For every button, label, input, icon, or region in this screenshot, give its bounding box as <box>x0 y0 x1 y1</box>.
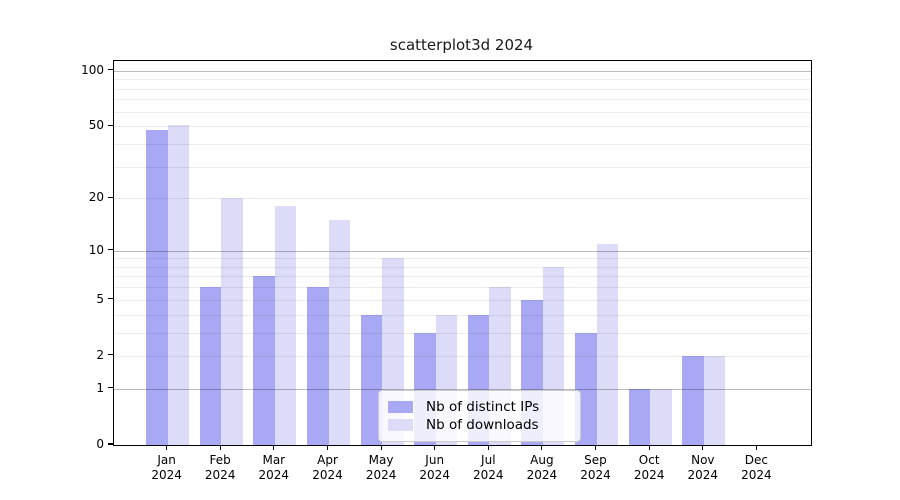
x-tick-year: 2024 <box>526 468 558 482</box>
x-tick-year: 2024 <box>687 468 719 482</box>
x-tick-year: 2024 <box>365 468 397 482</box>
x-tick-label: Sep 2024 <box>580 453 611 483</box>
x-tick-label: Feb 2024 <box>205 453 236 483</box>
x-tick-year: 2024 <box>633 468 665 482</box>
x-tick-mark <box>434 445 436 451</box>
x-tick-mark <box>326 445 329 451</box>
x-tick-year: 2024 <box>741 468 772 482</box>
x-tick-mark <box>594 445 597 451</box>
bar <box>307 287 329 445</box>
x-tick-label: Nov 2024 <box>688 453 719 483</box>
legend-item: Nb of distinct IPs <box>388 399 571 415</box>
x-tick-label: Jun 2024 <box>419 453 450 483</box>
x-tick-month: Apr <box>317 453 338 467</box>
legend-label: Nb of distinct IPs <box>426 398 540 415</box>
y-tick-label: 5 <box>96 291 104 306</box>
bar <box>167 124 190 445</box>
bar <box>199 287 222 445</box>
x-tick-month: Dec <box>744 453 769 467</box>
x-tick-label: Jul 2024 <box>473 453 504 483</box>
x-tick-year: 2024 <box>473 468 504 482</box>
bar <box>628 388 651 445</box>
plot-area: Nb of distinct IPs Nb of downloads <box>113 60 812 446</box>
x-tick-label: Mar 2024 <box>259 453 290 483</box>
bar <box>703 355 726 445</box>
y-tick-mark <box>108 249 113 251</box>
y-tick-mark <box>108 69 113 71</box>
bar <box>682 355 704 445</box>
y-tick-label: 10 <box>88 242 104 257</box>
x-tick-month: May <box>368 453 394 467</box>
x-tick-month: Jun <box>425 453 445 467</box>
x-tick-label: Apr 2024 <box>312 453 343 483</box>
x-tick-mark <box>273 445 275 451</box>
x-tick-month: Feb <box>209 453 231 467</box>
y-tick-mark <box>108 298 113 300</box>
bar <box>253 276 275 445</box>
y-tick-mark <box>108 354 113 356</box>
x-tick-label: Jan 2024 <box>151 453 182 483</box>
x-tick-label: Dec 2024 <box>741 453 772 483</box>
bar <box>221 198 243 445</box>
bar <box>146 129 168 445</box>
x-tick-mark <box>487 445 489 451</box>
x-tick-month: Mar <box>262 453 286 467</box>
y-tick-label: 50 <box>88 118 104 133</box>
x-tick-year: 2024 <box>419 468 450 482</box>
x-tick-year: 2024 <box>580 468 611 482</box>
x-tick-month: Aug <box>530 453 554 467</box>
bar <box>596 243 618 445</box>
x-tick-mark <box>755 445 757 451</box>
y-tick-label: 2 <box>96 347 104 362</box>
y-tick-mark <box>108 124 113 126</box>
x-tick-month: Nov <box>691 453 715 467</box>
legend-swatch <box>388 419 413 432</box>
x-tick-mark <box>219 445 221 451</box>
x-tick-label: May 2024 <box>366 453 397 483</box>
y-tick-mark <box>108 196 113 198</box>
y-tick-label: 0 <box>96 437 104 451</box>
legend-item: Nb of downloads <box>388 417 571 433</box>
x-tick-month: Jul <box>481 453 496 467</box>
bars-layer <box>114 61 811 445</box>
y-tick-mark <box>108 387 113 389</box>
y-tick-label: 1 <box>96 380 104 395</box>
x-tick-mark <box>166 445 168 451</box>
y-tick-label: 100 <box>81 62 104 77</box>
legend-swatch <box>388 400 413 413</box>
x-tick-mark <box>380 445 382 451</box>
x-tick-month: Sep <box>584 453 607 467</box>
bar <box>650 388 672 445</box>
legend: Nb of distinct IPs Nb of downloads <box>378 390 581 442</box>
y-tick-mark <box>108 443 113 445</box>
x-tick-label: Oct 2024 <box>634 453 665 483</box>
x-tick-year: 2024 <box>151 468 182 482</box>
bar <box>328 220 350 445</box>
chart-title: scatterplot3d 2024 <box>389 36 534 54</box>
bar <box>360 314 383 445</box>
x-tick-mark <box>541 445 543 451</box>
x-tick-label: Aug 2024 <box>527 453 558 483</box>
bar <box>274 206 297 445</box>
x-tick-mark <box>702 445 704 451</box>
x-tick-mark <box>648 445 650 451</box>
legend-label: Nb of downloads <box>426 417 539 434</box>
y-tick-label: 20 <box>88 190 104 205</box>
x-tick-month: Jan <box>157 453 176 467</box>
x-tick-year: 2024 <box>204 468 236 482</box>
x-tick-year: 2024 <box>312 468 343 482</box>
x-tick-year: 2024 <box>258 468 290 482</box>
x-tick-month: Oct <box>638 453 660 467</box>
